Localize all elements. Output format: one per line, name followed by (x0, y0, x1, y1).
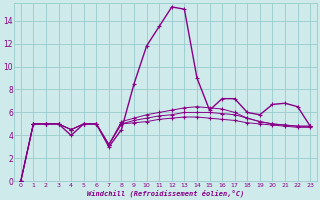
X-axis label: Windchill (Refroidissement éolien,°C): Windchill (Refroidissement éolien,°C) (87, 189, 244, 197)
